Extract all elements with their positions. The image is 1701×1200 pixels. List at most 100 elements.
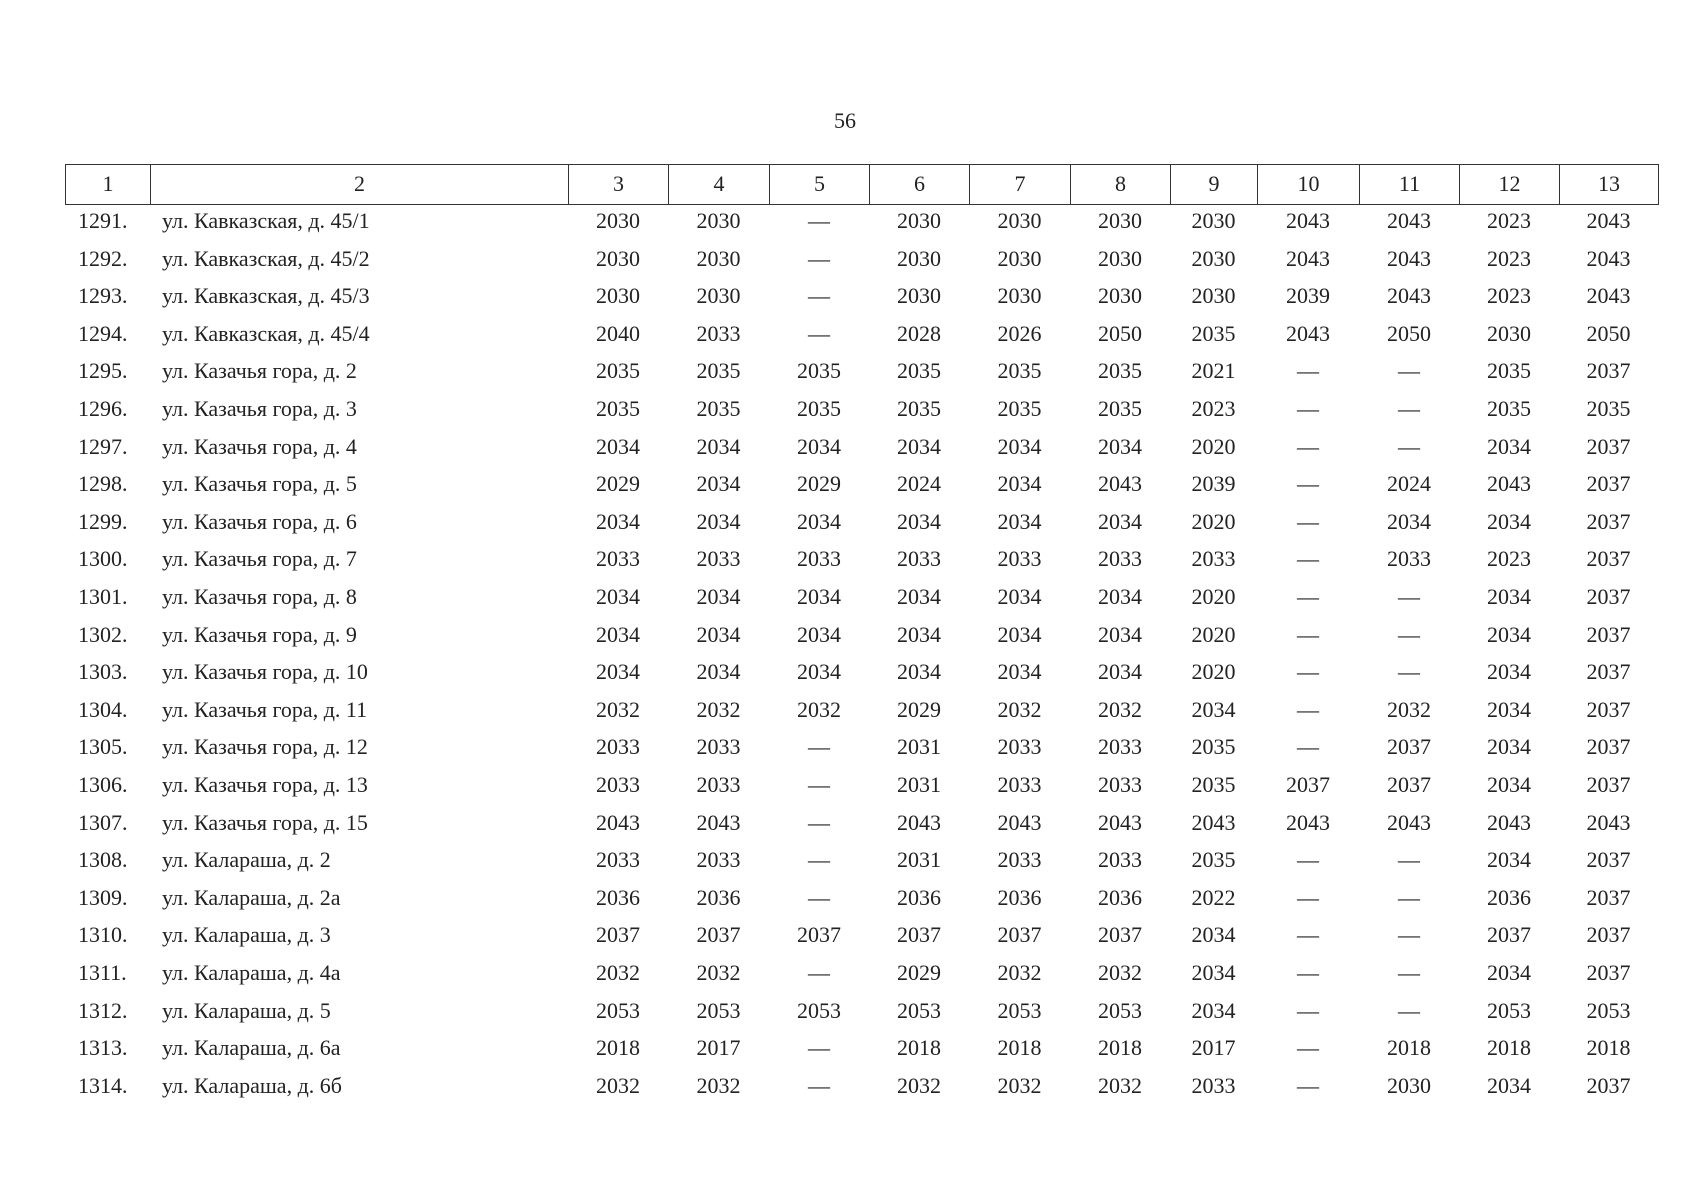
value-cell: 2035 (797, 358, 841, 384)
row-number: 1299. (78, 508, 128, 534)
value-cell: — (1398, 960, 1420, 985)
value-cell: — (808, 283, 830, 309)
value-cell: 2033 (596, 546, 640, 572)
value-cell: 2050 (1586, 320, 1631, 346)
value-cell: 2043 (997, 809, 1042, 835)
value-cell: 2030 (1191, 245, 1236, 271)
value-cell: 2053 (797, 997, 841, 1023)
value-cell: 2037 (1586, 734, 1631, 760)
value-cell: — (1398, 621, 1420, 647)
value-cell: 2032 (596, 1072, 640, 1098)
value-cell: 2035 (1487, 396, 1531, 421)
value-cell: 2053 (596, 997, 640, 1023)
value-cell: 2033 (1387, 546, 1431, 572)
value-cell: 2033 (596, 734, 640, 760)
value-cell: 2033 (696, 772, 741, 797)
value-cell: 2037 (1098, 922, 1142, 948)
value-cell: 2034 (596, 659, 640, 685)
row-number: 1306. (78, 772, 128, 797)
address: ул. Калараша, д. 2 (162, 847, 331, 873)
value-cell: 2030 (997, 283, 1042, 309)
value-cell: 2030 (1487, 320, 1531, 346)
value-cell: 2033 (797, 546, 841, 572)
value-cell: 2034 (997, 508, 1042, 534)
value-cell: 2034 (997, 433, 1042, 459)
header-cell: 7 (969, 164, 1071, 205)
value-cell: 2035 (897, 358, 941, 384)
header-cell: 5 (769, 164, 870, 205)
value-cell: 2030 (596, 283, 640, 309)
value-cell: 2035 (1098, 396, 1142, 421)
value-cell: — (1398, 358, 1420, 384)
address: ул. Калараша, д. 2а (162, 884, 341, 910)
address: ул. Казачья гора, д. 12 (162, 734, 368, 760)
value-cell: 2018 (897, 1035, 941, 1061)
value-cell: 2035 (596, 396, 640, 421)
value-cell: 2030 (1191, 208, 1236, 233)
value-cell: 2017 (1191, 1035, 1236, 1061)
value-cell: 2037 (1586, 471, 1631, 497)
value-cell: 2034 (897, 433, 941, 459)
value-cell: — (1398, 847, 1420, 873)
value-cell: 2043 (596, 809, 640, 835)
value-cell: 2035 (596, 358, 640, 384)
value-cell: 2039 (1286, 283, 1330, 309)
value-cell: 2035 (1191, 847, 1236, 873)
value-cell: 2043 (1586, 283, 1631, 309)
value-cell: 2043 (1487, 809, 1531, 835)
value-cell: 2034 (696, 584, 741, 609)
value-cell: 2034 (1487, 734, 1531, 760)
header-cell: 8 (1070, 164, 1171, 205)
value-cell: 2030 (897, 245, 941, 271)
value-cell: 2034 (1098, 433, 1142, 459)
value-cell: 2031 (897, 772, 941, 797)
address: ул. Казачья гора, д. 3 (162, 396, 357, 421)
row-number: 1314. (78, 1072, 128, 1098)
value-cell: 2024 (1387, 471, 1431, 497)
row-number: 1294. (78, 320, 128, 346)
value-cell: — (1297, 584, 1319, 609)
value-cell: 2035 (1586, 396, 1631, 421)
address: ул. Казачья гора, д. 9 (162, 621, 357, 647)
value-cell: 2030 (696, 283, 741, 309)
row-number: 1296. (78, 396, 128, 421)
value-cell: 2043 (1191, 809, 1236, 835)
value-cell: 2032 (997, 1072, 1042, 1098)
value-cell: 2023 (1487, 208, 1531, 233)
value-cell: 2034 (797, 433, 841, 459)
value-cell: 2018 (1586, 1035, 1631, 1061)
value-cell: — (1297, 884, 1319, 910)
value-cell: 2043 (897, 809, 941, 835)
address: ул. Казачья гора, д. 7 (162, 546, 357, 572)
value-cell: — (808, 245, 830, 271)
value-cell: — (1297, 659, 1319, 685)
value-cell: 2034 (797, 508, 841, 534)
value-cell: 2034 (997, 621, 1042, 647)
value-cell: 2026 (997, 320, 1042, 346)
value-cell: 2018 (1387, 1035, 1431, 1061)
value-cell: 2029 (596, 471, 640, 497)
value-cell: 2036 (696, 884, 741, 910)
header-cell: 4 (668, 164, 770, 205)
value-cell: 2020 (1191, 508, 1236, 534)
address: ул. Кавказская, д. 45/2 (162, 245, 370, 271)
header-cell: 12 (1459, 164, 1560, 205)
value-cell: 2034 (1098, 621, 1142, 647)
row-number: 1303. (78, 659, 128, 685)
value-cell: 2034 (797, 659, 841, 685)
row-number: 1298. (78, 471, 128, 497)
value-cell: 2036 (897, 884, 941, 910)
value-cell: 2037 (1586, 772, 1631, 797)
value-cell: 2034 (1191, 922, 1236, 948)
value-cell: 2034 (1487, 696, 1531, 722)
address: ул. Казачья гора, д. 6 (162, 508, 357, 534)
value-cell: 2037 (1586, 358, 1631, 384)
address: ул. Калараша, д. 3 (162, 922, 331, 948)
value-cell: 2031 (897, 734, 941, 760)
value-cell: 2023 (1487, 245, 1531, 271)
value-cell: — (808, 772, 830, 797)
value-cell: 2037 (897, 922, 941, 948)
address: ул. Казачья гора, д. 8 (162, 584, 357, 609)
value-cell: 2030 (997, 245, 1042, 271)
value-cell: — (1297, 997, 1319, 1023)
